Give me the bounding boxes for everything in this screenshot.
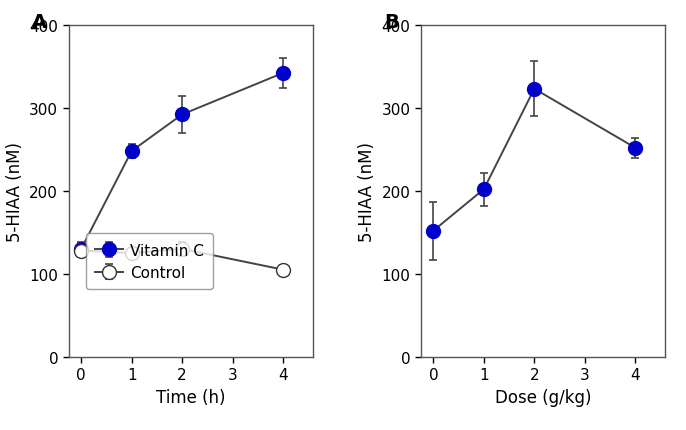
Y-axis label: 5-HIAA (nM): 5-HIAA (nM)	[5, 141, 23, 241]
Text: B: B	[384, 12, 399, 31]
Y-axis label: 5-HIAA (nM): 5-HIAA (nM)	[358, 141, 376, 241]
Legend: Vitamin C, Control: Vitamin C, Control	[86, 234, 213, 290]
X-axis label: Time (h): Time (h)	[156, 388, 226, 406]
X-axis label: Dose (g/kg): Dose (g/kg)	[495, 388, 591, 406]
Text: A: A	[32, 12, 47, 31]
